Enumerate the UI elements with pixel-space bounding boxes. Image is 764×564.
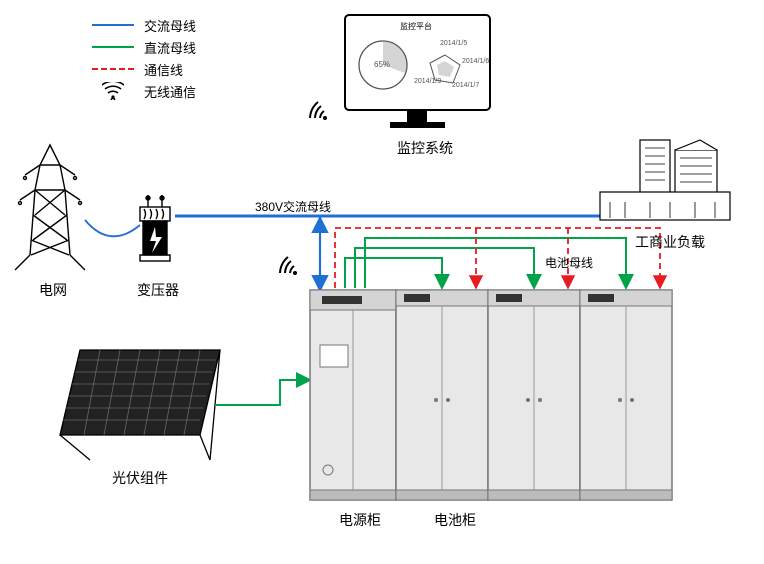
battery-cabinet-icon [396, 290, 488, 500]
monitor-date: 2014/1/5 [440, 40, 467, 47]
battery-cabinet-label: 电池柜 [425, 510, 485, 530]
load-label: 工商业负载 [625, 232, 715, 252]
pv-dc-line [215, 380, 308, 405]
monitor-date: 2014/1/7 [452, 82, 479, 89]
cabinets [310, 290, 672, 500]
wifi-icon [310, 102, 327, 120]
battery-bus-label: 电池母线 [545, 254, 593, 271]
power-cabinet-icon [310, 290, 396, 500]
monitor-label: 监控系统 [390, 138, 460, 158]
grid-label: 电网 [28, 280, 78, 300]
grid-tower-icon [15, 145, 85, 270]
building-icon [600, 140, 730, 220]
power-cabinet-label: 电源柜 [330, 510, 390, 530]
transformer-label: 变压器 [128, 280, 188, 300]
grid-wire [85, 220, 140, 236]
solar-panel-icon [60, 350, 220, 460]
transformer-icon [140, 195, 170, 261]
battery-cabinet-icon [488, 290, 580, 500]
monitor-title: 监控平台 [400, 21, 432, 32]
ac-bus-label: 380V交流母线 [255, 198, 331, 215]
monitor-date: 2014/1/9 [414, 78, 441, 85]
pv-label: 光伏组件 [105, 468, 175, 488]
wifi-icon [280, 257, 297, 275]
battery-cabinet-icon [580, 290, 672, 500]
monitor-pie-value: 65% [374, 60, 390, 69]
monitor-date: 2014/1/6 [462, 58, 489, 65]
